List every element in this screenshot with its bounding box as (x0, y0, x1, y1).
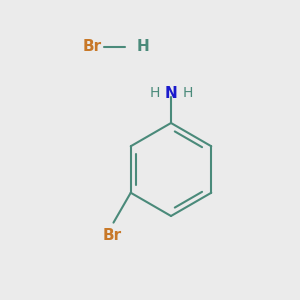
Text: H: H (149, 86, 160, 100)
Text: Br: Br (83, 39, 102, 54)
Text: H: H (182, 86, 193, 100)
Text: N: N (165, 85, 177, 100)
Text: H: H (136, 39, 149, 54)
Text: Br: Br (102, 228, 122, 243)
